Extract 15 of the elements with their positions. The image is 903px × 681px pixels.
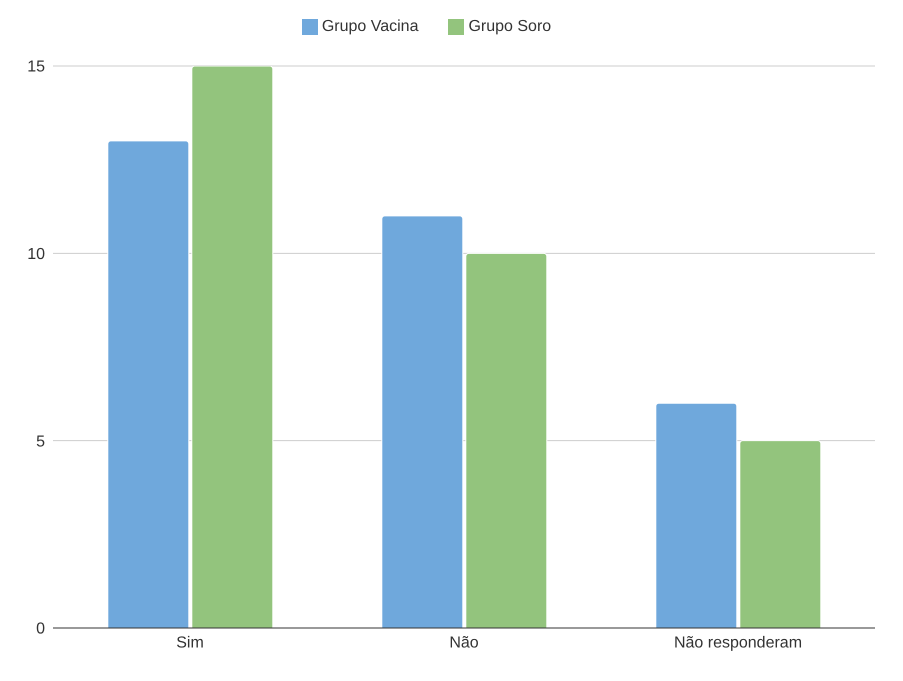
bar (107, 140, 190, 628)
legend-label: Grupo Vacina (322, 18, 418, 35)
bar (191, 66, 274, 628)
bar (465, 252, 548, 628)
x-tick-label: Não (449, 634, 479, 652)
y-tick-label: 0 (36, 620, 46, 638)
bar (381, 215, 464, 628)
legend-label: Grupo Soro (468, 18, 552, 35)
y-tick-label: 5 (36, 433, 46, 450)
bar (655, 402, 738, 628)
y-tick-label: 15 (27, 58, 46, 76)
x-tick-label: Não responderam (674, 634, 802, 652)
bar (739, 440, 822, 628)
y-tick-label: 10 (27, 246, 46, 264)
x-tick-label: Sim (176, 634, 204, 652)
